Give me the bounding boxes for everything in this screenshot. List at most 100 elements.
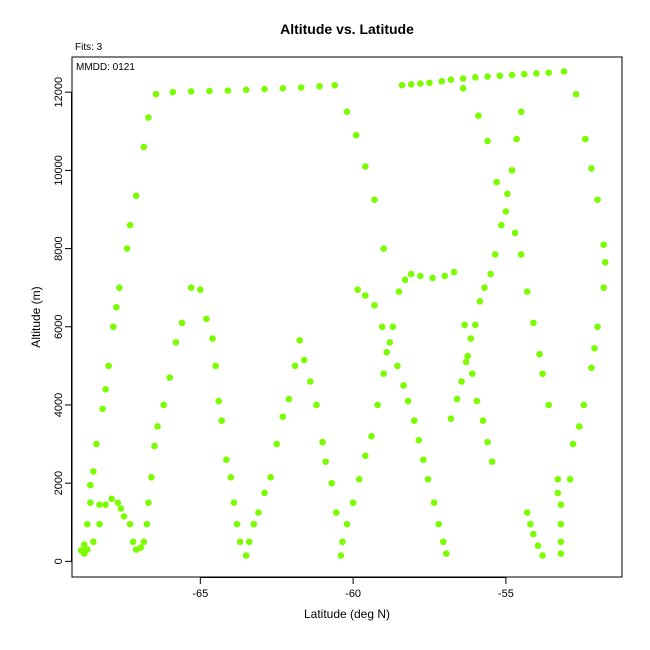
- data-point: [496, 72, 504, 80]
- data-point: [349, 499, 357, 507]
- data-point: [215, 397, 222, 405]
- data-point: [435, 520, 442, 528]
- data-point: [96, 501, 103, 508]
- data-point: [600, 284, 607, 291]
- data-point: [443, 550, 450, 557]
- data-point: [407, 270, 415, 278]
- data-point: [554, 489, 562, 497]
- data-point: [322, 458, 329, 465]
- data-point: [459, 84, 467, 92]
- y-tick-label: 10000: [53, 155, 65, 186]
- data-point: [484, 137, 491, 145]
- data-point: [291, 362, 299, 370]
- data-point: [209, 335, 216, 342]
- data-point: [362, 452, 369, 460]
- data-point: [96, 520, 103, 528]
- data-point: [355, 475, 363, 483]
- data-point: [517, 108, 525, 116]
- data-point: [206, 87, 213, 95]
- data-point: [242, 552, 250, 559]
- data-point: [90, 468, 97, 475]
- data-point: [557, 501, 565, 508]
- y-tick-label: 6000: [53, 315, 65, 339]
- data-point: [493, 178, 501, 186]
- data-point: [371, 301, 378, 309]
- data-point: [99, 405, 106, 413]
- data-point: [343, 108, 351, 116]
- fits-annotation: Fits: 3: [75, 42, 103, 53]
- data-point: [132, 546, 140, 553]
- data-point: [339, 538, 346, 546]
- data-point: [218, 417, 226, 424]
- data-point: [407, 81, 415, 88]
- x-tick-label: -55: [498, 588, 514, 600]
- data-point: [371, 196, 378, 204]
- data-point: [600, 241, 607, 248]
- data-point: [447, 76, 455, 83]
- data-point: [148, 474, 155, 481]
- data-point: [554, 475, 562, 483]
- data-point: [430, 499, 438, 507]
- data-point: [560, 68, 568, 75]
- data-point: [279, 84, 287, 92]
- data-point: [285, 395, 293, 403]
- data-point: [354, 286, 361, 293]
- data-point: [102, 386, 109, 393]
- data-point: [488, 458, 496, 465]
- data-point: [417, 272, 424, 280]
- data-point: [224, 87, 232, 94]
- data-point: [267, 474, 274, 481]
- data-point: [475, 112, 482, 119]
- data-point: [230, 499, 238, 507]
- data-point: [90, 538, 97, 546]
- data-point: [400, 382, 407, 389]
- data-point: [105, 362, 112, 370]
- data-point: [491, 251, 499, 258]
- data-point: [102, 501, 109, 508]
- data-point: [87, 499, 94, 507]
- data-point: [420, 456, 427, 464]
- data-point: [151, 442, 158, 450]
- data-point: [152, 90, 160, 98]
- data-point: [108, 495, 116, 503]
- data-point: [383, 348, 391, 356]
- data-point: [464, 352, 471, 360]
- data-point: [536, 350, 543, 358]
- data-point: [594, 196, 601, 204]
- data-point: [527, 520, 534, 528]
- data-point: [261, 85, 268, 93]
- data-point: [539, 552, 546, 559]
- data-point: [545, 401, 552, 409]
- data-point: [594, 323, 601, 331]
- data-point: [255, 509, 262, 516]
- data-point: [569, 440, 577, 448]
- data-point: [533, 70, 540, 77]
- data-point: [380, 245, 387, 252]
- data-point: [557, 538, 565, 546]
- data-point: [415, 436, 423, 444]
- x-tick-label: -60: [345, 588, 361, 600]
- data-point: [439, 538, 447, 546]
- data-point: [250, 520, 258, 528]
- data-point: [591, 344, 598, 352]
- data-point: [87, 481, 94, 489]
- data-point: [223, 456, 230, 464]
- data-point: [508, 167, 516, 174]
- data-point: [502, 208, 510, 215]
- data-point: [539, 370, 546, 377]
- data-point: [83, 520, 91, 528]
- data-point: [395, 288, 403, 295]
- data-point: [588, 165, 595, 172]
- data-point: [530, 319, 537, 327]
- data-point: [300, 356, 308, 364]
- data-point: [429, 274, 436, 282]
- data-point: [227, 474, 235, 481]
- data-point: [426, 79, 433, 87]
- data-point: [523, 509, 531, 516]
- data-point: [114, 499, 122, 507]
- data-point: [297, 84, 305, 91]
- data-point: [172, 339, 180, 346]
- data-point: [316, 83, 323, 90]
- data-point: [462, 358, 470, 366]
- data-points: [77, 68, 609, 559]
